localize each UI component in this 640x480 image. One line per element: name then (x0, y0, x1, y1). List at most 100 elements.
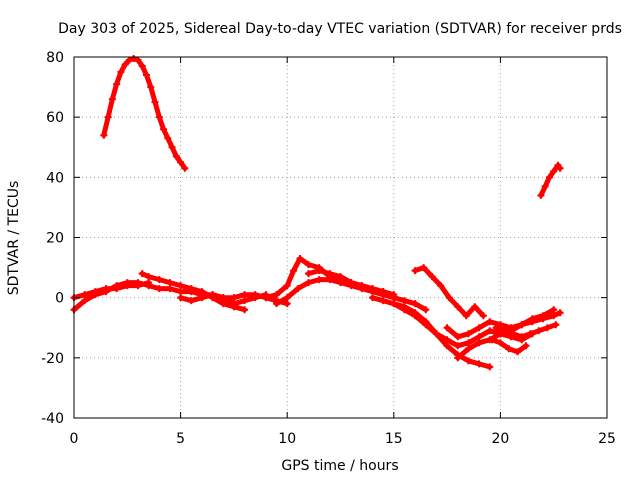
data-series-arc (492, 321, 560, 341)
y-tick-label: 20 (46, 231, 64, 247)
data-point (379, 297, 387, 305)
data-point (420, 264, 428, 272)
series-line (391, 301, 493, 370)
y-tick-label: 0 (55, 291, 64, 307)
x-tick-label: 5 (176, 431, 185, 447)
data-point (123, 282, 131, 290)
y-tick-label: 60 (46, 110, 64, 126)
data-point (145, 273, 153, 281)
data-point (501, 327, 509, 335)
data-series (70, 55, 564, 371)
data-point (428, 273, 436, 281)
data-point (496, 339, 504, 347)
data-point (326, 270, 334, 278)
data-point (556, 309, 564, 317)
data-point (187, 297, 195, 305)
data-point (475, 360, 483, 368)
data-series-arc (411, 264, 487, 320)
y-tick-label: 80 (46, 50, 64, 66)
data-point (230, 300, 238, 308)
data-point (315, 267, 323, 275)
data-point (437, 282, 445, 290)
data-point (537, 191, 545, 199)
data-point (543, 324, 551, 332)
x-tick-label: 25 (598, 431, 616, 447)
y-axis-label: SDTVAR / TECUs (6, 181, 22, 296)
data-point (113, 285, 121, 293)
data-point (475, 339, 483, 347)
data-point (462, 312, 470, 320)
y-tick-label: 40 (46, 170, 64, 186)
data-point (337, 279, 344, 287)
data-point (347, 279, 355, 287)
data-point (443, 324, 451, 332)
data-point (505, 345, 513, 353)
data-point (422, 318, 430, 326)
data-point (209, 291, 217, 299)
data-point (513, 348, 521, 356)
data-point (102, 285, 110, 293)
data-point (198, 288, 206, 296)
data-point (219, 294, 227, 302)
data-point (187, 285, 195, 293)
data-point (151, 98, 159, 106)
data-point (454, 354, 462, 362)
data-point (125, 56, 133, 64)
data-point (411, 267, 419, 275)
data-point (177, 294, 185, 302)
data-point (509, 330, 517, 338)
data-point (464, 345, 472, 353)
data-point (142, 71, 150, 79)
data-point (130, 55, 138, 63)
data-point (379, 288, 387, 296)
data-point (368, 285, 376, 293)
data-point (262, 294, 270, 302)
data-point (177, 288, 185, 296)
data-point (390, 300, 398, 308)
data-point (273, 300, 281, 308)
data-point (108, 95, 116, 103)
data-point (147, 83, 155, 91)
data-point (198, 294, 206, 302)
data-point (283, 282, 291, 290)
data-series-arc (537, 161, 564, 199)
data-point (117, 68, 125, 76)
data-point (294, 285, 302, 293)
data-point (138, 62, 146, 70)
data-point (160, 125, 168, 133)
data-point (475, 324, 483, 332)
data-point (550, 167, 558, 175)
data-point (273, 291, 281, 299)
data-point (545, 173, 553, 181)
data-point (305, 261, 313, 269)
data-point (422, 306, 430, 314)
data-point (552, 321, 560, 329)
data-point (488, 336, 496, 344)
data-point (535, 327, 543, 335)
x-tick-label: 15 (385, 431, 403, 447)
data-point (172, 152, 180, 160)
data-point (155, 113, 163, 121)
data-point (134, 56, 142, 64)
data-point (296, 255, 304, 263)
data-point (121, 61, 129, 69)
data-point (432, 330, 440, 338)
data-point (104, 113, 112, 121)
data-point (518, 321, 526, 329)
data-point (541, 182, 549, 190)
data-point (138, 270, 146, 278)
data-point (241, 297, 249, 305)
data-point (145, 279, 153, 287)
data-point (168, 143, 176, 151)
data-point (358, 282, 366, 290)
data-series-arc (305, 267, 430, 314)
data-point (368, 294, 376, 302)
data-point (539, 312, 547, 320)
data-point (134, 282, 142, 290)
data-point (166, 279, 174, 287)
data-point (475, 333, 483, 341)
data-point (177, 282, 185, 290)
data-point (471, 303, 479, 311)
